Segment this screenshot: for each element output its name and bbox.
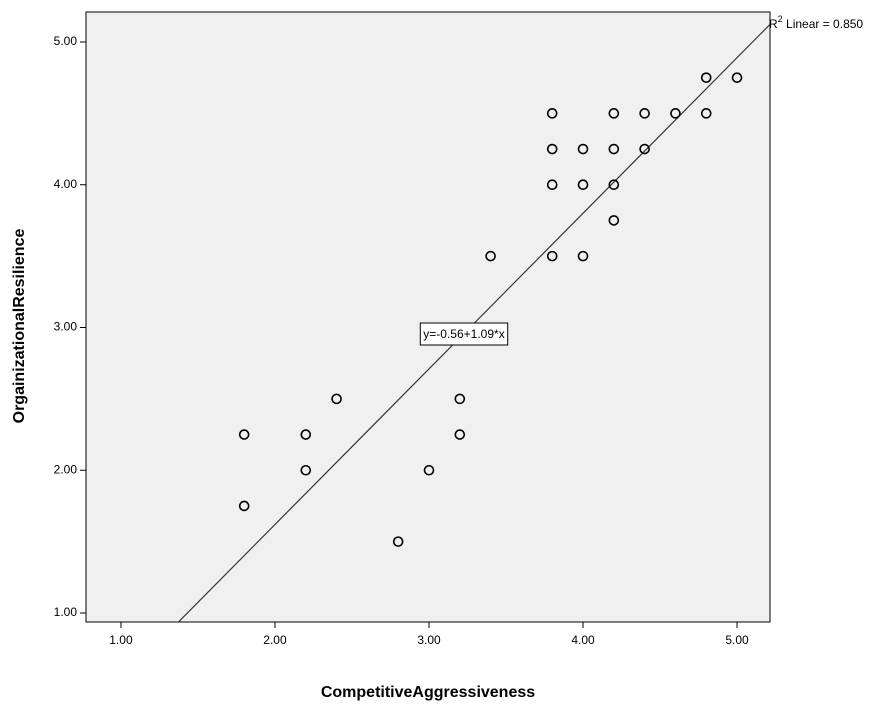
fit-label: y=-0.56+1.09*x — [419, 322, 509, 346]
point — [423, 464, 435, 476]
point — [608, 215, 620, 226]
fit-label-box — [419, 322, 509, 346]
point — [700, 108, 712, 119]
point — [546, 108, 558, 119]
x-tick-label: 2.00 — [263, 633, 287, 647]
point — [608, 108, 620, 119]
x-axis-title: CompetitiveAggressiveness — [321, 684, 535, 701]
x-tick-label: 3.00 — [417, 633, 441, 647]
point — [546, 143, 558, 155]
point — [454, 393, 466, 405]
r2-label: R2 Linear = 0.850 — [769, 14, 863, 31]
point — [577, 143, 589, 155]
x-tick-label: 4.00 — [571, 633, 595, 647]
point — [639, 108, 650, 119]
y-tick-label: 3.00 — [54, 320, 78, 334]
r2-rest: Linear = 0.850 — [783, 17, 864, 31]
x-tick-label: 5.00 — [725, 633, 749, 647]
point — [546, 250, 558, 262]
r2-sup: 2 — [778, 14, 783, 24]
r2-base: R — [769, 17, 778, 31]
point — [577, 250, 589, 262]
point — [300, 464, 312, 476]
y-tick-label: 4.00 — [54, 177, 78, 191]
y-tick-label: 2.00 — [54, 462, 78, 476]
y-tick-label: 5.00 — [54, 34, 78, 48]
point — [608, 143, 620, 155]
point — [454, 429, 466, 440]
point — [546, 179, 558, 191]
plot-area — [85, 11, 771, 623]
point — [700, 72, 712, 83]
point — [608, 179, 620, 191]
point — [238, 500, 250, 512]
point — [238, 429, 250, 440]
point — [300, 429, 312, 440]
point — [392, 536, 404, 547]
x-tick-label: 1.00 — [109, 633, 133, 647]
point — [485, 250, 496, 262]
y-axis-title: OrgainizationalResilience — [11, 229, 28, 424]
point — [670, 108, 681, 119]
fit-line — [177, 23, 770, 622]
fit-label-text: y=-0.56+1.09*x — [423, 327, 504, 341]
point — [331, 393, 342, 405]
y-tick-label: 1.00 — [54, 605, 78, 619]
point — [731, 72, 743, 83]
point — [639, 143, 650, 155]
point — [577, 179, 589, 191]
